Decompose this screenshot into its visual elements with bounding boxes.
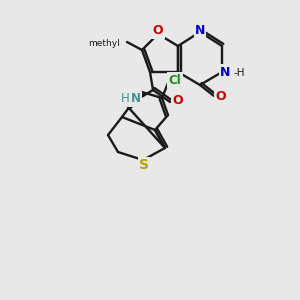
Text: O: O	[216, 89, 226, 103]
Text: N: N	[220, 65, 230, 79]
Text: N: N	[131, 92, 141, 106]
Text: S: S	[139, 158, 149, 172]
Text: H: H	[121, 92, 129, 106]
Text: methyl: methyl	[88, 38, 120, 47]
Text: O: O	[153, 25, 163, 38]
Text: Cl: Cl	[169, 74, 182, 86]
Text: O: O	[173, 94, 183, 106]
Text: N: N	[195, 25, 205, 38]
Text: -H: -H	[233, 68, 244, 78]
